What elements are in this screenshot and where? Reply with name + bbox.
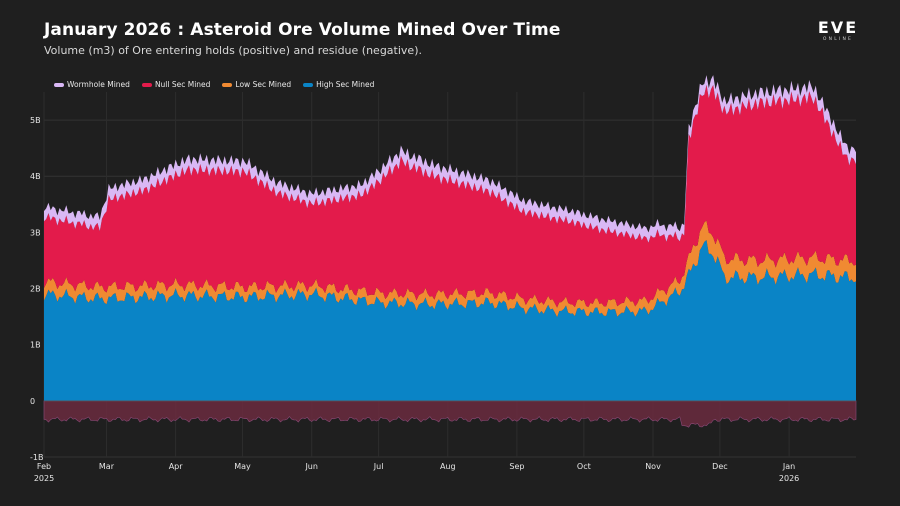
x-tick-label: Jun [304, 462, 318, 471]
y-tick-label: 3B [30, 228, 41, 237]
x-tick-label: Sep [509, 462, 524, 471]
y-tick-label: 5B [30, 116, 41, 125]
y-tick-label: 1B [30, 341, 41, 350]
x-tick-label: Jan [782, 462, 795, 471]
chart-subtitle: Volume (m3) of Ore entering holds (posit… [44, 44, 422, 57]
x-tick-label: Aug [440, 462, 456, 471]
legend-item[interactable]: High Sec Mined [303, 80, 374, 89]
x-tick-year-label: 2025 [34, 474, 54, 483]
x-tick-label: Mar [99, 462, 115, 471]
y-tick-label: 2B [30, 285, 41, 294]
legend-swatch [54, 82, 64, 87]
x-tick-label: Oct [577, 462, 591, 471]
x-tick-label: Feb [37, 462, 51, 471]
legend-label: Low Sec Mined [235, 80, 292, 89]
x-tick-label: May [234, 462, 251, 471]
legend-item[interactable]: Low Sec Mined [222, 80, 291, 89]
chart-title: January 2026 : Asteroid Ore Volume Mined… [44, 20, 561, 40]
series-area-wormhole-mined [44, 75, 856, 243]
legend-label: Wormhole Mined [67, 80, 130, 89]
logo-wordmark: EVE [817, 18, 859, 37]
series-area-null-sec-mined [44, 84, 856, 308]
x-tick-label: Dec [712, 462, 727, 471]
legend-label: High Sec Mined [316, 80, 375, 89]
legend-label: Null Sec Mined [154, 80, 211, 89]
eve-online-logo: EVE ONLINE [812, 20, 864, 46]
legend-swatch [222, 82, 233, 87]
legend-swatch [303, 82, 314, 87]
residue-area [43, 400, 857, 428]
legend-item[interactable]: Wormhole Mined [54, 80, 130, 89]
y-tick-label: 0 [30, 397, 35, 406]
y-tick-label: 4B [30, 172, 41, 181]
y-tick-label: -1B [30, 453, 43, 462]
x-tick-label: Jul [373, 462, 384, 471]
series-area-low-sec-mined [44, 220, 856, 318]
x-tick-year-label: 2026 [779, 474, 799, 483]
chart-legend: Wormhole Mined Null Sec Mined Low Sec Mine… [54, 80, 374, 89]
logo-subtext: ONLINE [822, 37, 854, 42]
x-tick-label: Nov [645, 462, 661, 471]
legend-swatch [141, 82, 152, 87]
x-tick-label: Apr [169, 462, 184, 471]
series-area-high-sec-mined [44, 240, 856, 401]
legend-item[interactable]: Null Sec Mined [141, 80, 211, 89]
